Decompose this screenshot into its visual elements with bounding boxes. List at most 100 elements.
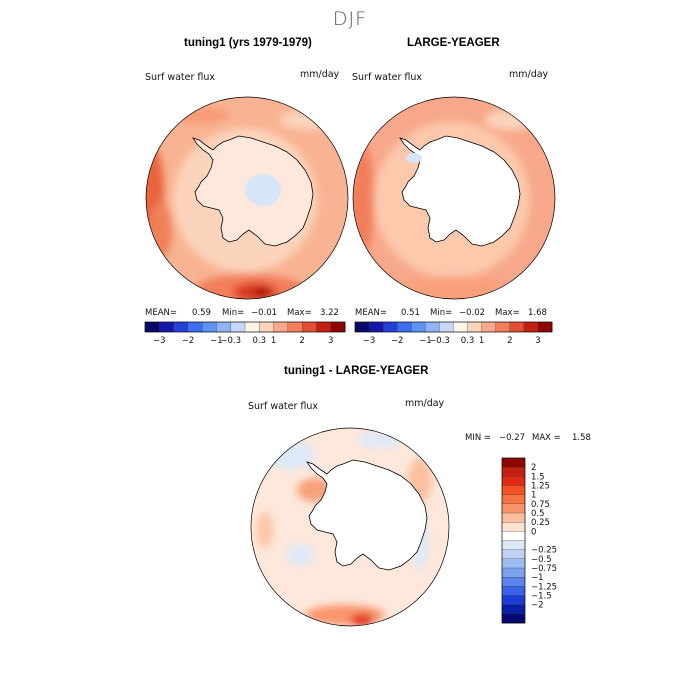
- colorbar-panel1-swatch: [244, 321, 260, 333]
- colorbar-panel1-tick-label: −3: [153, 336, 166, 346]
- colorbar-panel1-tick-label: 2: [299, 336, 304, 346]
- panel3-title: tuning1 - LARGE-YEAGER: [284, 365, 429, 377]
- colorbar-difference-swatch: [501, 586, 526, 596]
- colorbar-panel1-swatch: [201, 321, 217, 333]
- panel2-min-value: −0.02: [459, 308, 486, 318]
- colorbar-panel2-swatch: [354, 321, 370, 333]
- panel2-max-label: Max=: [495, 308, 520, 318]
- colorbar-panel1-swatch: [144, 321, 160, 333]
- panel3-units: mm/day: [405, 398, 445, 409]
- colorbar-panel1-tick-label: 0.3: [253, 336, 267, 346]
- colorbar-panel2-swatch: [368, 321, 384, 333]
- panel2-units: mm/day: [509, 69, 549, 80]
- panel2-mean-label: MEAN=: [355, 308, 387, 318]
- panel1-max-value: 3.22: [320, 308, 339, 318]
- colorbar-difference-tick-label: 1.25: [531, 482, 550, 492]
- colorbar-difference-swatch: [501, 604, 526, 615]
- colorbar-panel2-swatch: [509, 321, 525, 333]
- colorbar-difference-swatch: [501, 577, 526, 587]
- colorbar-panel2-swatch: [523, 321, 539, 333]
- colorbar-panel2-swatch: [453, 321, 469, 333]
- colorbar-panel1-swatch: [230, 321, 246, 333]
- colorbar-panel1-swatch: [187, 321, 203, 333]
- colorbar-difference-swatch: [501, 512, 526, 523]
- colorbar-difference-swatch: [501, 613, 526, 624]
- colorbar-difference-tick-label: 0: [531, 527, 536, 537]
- colorbar-difference: 21.51.2510.750.50.250−0.25−0.5−0.75−1−1.…: [501, 457, 557, 624]
- colorbar-panel1-tick-label: −0.3: [220, 336, 241, 346]
- panel2-variable: Surf water flux: [352, 72, 423, 83]
- colorbar-difference-tick-label: 2: [531, 463, 536, 473]
- colorbar-panel2-tick-label: −0.3: [429, 336, 450, 346]
- colorbar-panel1-tick-label: 3: [328, 336, 333, 346]
- colorbar-panel1-swatch: [259, 321, 275, 333]
- panel2-min-label: Min=: [430, 308, 453, 318]
- colorbar-panel2-swatch: [481, 321, 497, 333]
- panel2-map: [352, 96, 556, 300]
- panel1-title: tuning1 (yrs 1979-1979): [184, 37, 312, 49]
- colorbar-panel2-swatch: [467, 321, 483, 333]
- colorbar-difference-swatch: [501, 457, 526, 468]
- panel2-max-value: 1.68: [528, 308, 547, 318]
- colorbar-difference-tick-label: −0.25: [531, 546, 557, 556]
- colorbar-panel2-swatch: [411, 321, 426, 333]
- colorbar-difference-swatch: [501, 567, 526, 578]
- panel3-map: [250, 427, 450, 627]
- colorbar-panel1-swatch: [316, 321, 332, 333]
- colorbar-difference-swatch: [501, 531, 526, 541]
- colorbar-difference-tick-label: 0.25: [531, 518, 550, 528]
- colorbar-difference-swatch: [501, 540, 526, 551]
- panel3-field: [257, 432, 432, 626]
- colorbar-panel1-tick-label: −2: [182, 336, 195, 346]
- colorbar-panel2-tick-label: 1: [479, 336, 484, 346]
- panel1-min-value: −0.01: [251, 308, 278, 318]
- colorbar-panel1-swatch: [159, 321, 175, 333]
- colorbar-difference-swatch: [501, 467, 526, 477]
- panel3-min-label: MIN =: [465, 433, 492, 443]
- colorbar-panel2-tick-label: −2: [391, 336, 404, 346]
- colorbar-difference-swatch: [501, 485, 526, 496]
- colorbar-panel1-swatch: [301, 321, 317, 333]
- panel3-variable: Surf water flux: [248, 401, 319, 412]
- colorbar-difference-tick-label: 1.5: [531, 472, 545, 482]
- colorbar-panel2-swatch: [382, 321, 398, 333]
- panel1-map: [145, 96, 349, 300]
- colorbar-panel1-swatch: [173, 321, 189, 333]
- colorbar-panel2-tick-label: −1: [419, 336, 432, 346]
- colorbar-panel1: −3 −2 −1−0.3 0.3 1 2 3: [144, 321, 346, 346]
- colorbar-panel2-swatch: [439, 321, 454, 333]
- panel1-variable: Surf water flux: [145, 72, 216, 83]
- colorbar-panel1-tick-label: −1: [210, 336, 223, 346]
- colorbar-panel2-tick-label: 2: [507, 336, 512, 346]
- colorbar-difference-swatch: [501, 595, 526, 606]
- colorbar-panel1-swatch: [287, 321, 303, 333]
- panel1-min-label: Min=: [222, 308, 245, 318]
- panel2-title: LARGE-YEAGER: [407, 37, 500, 49]
- colorbar-difference-tick-label: −0.75: [531, 564, 557, 574]
- panel1-ice-negative: [245, 174, 281, 206]
- panel3-max-value: 1.58: [572, 433, 591, 443]
- colorbar-panel2-tick-label: −3: [363, 336, 376, 346]
- colorbar-panel2: −3 −2 −1−0.3 0.3 1 2 3: [354, 321, 553, 346]
- panel2-mean-value: 0.51: [401, 308, 420, 318]
- panel1-max-label: Max=: [287, 308, 312, 318]
- colorbar-difference-tick-label: −1: [531, 573, 544, 583]
- season-title: DJF: [332, 8, 368, 30]
- colorbar-panel2-swatch: [397, 321, 412, 333]
- colorbar-difference-swatch: [501, 503, 526, 514]
- panel3-max-label: MAX =: [532, 433, 561, 443]
- panel1-mean-label: MEAN=: [145, 308, 177, 318]
- colorbar-difference-tick-label: −1.5: [531, 592, 552, 602]
- colorbar-panel2-tick-label: 3: [535, 336, 540, 346]
- colorbar-difference-tick-label: 1: [531, 491, 536, 501]
- colorbar-difference-tick-label: 0.75: [531, 500, 550, 510]
- colorbar-difference-tick-label: 0.5: [531, 509, 545, 519]
- colorbar-difference-tick-label: −2: [531, 601, 544, 611]
- colorbar-difference-swatch: [501, 549, 526, 560]
- colorbar-difference-swatch: [501, 476, 526, 486]
- colorbar-difference-swatch: [501, 494, 526, 505]
- panel1-units: mm/day: [300, 69, 340, 80]
- colorbar-panel2-tick-label: 0.3: [461, 336, 475, 346]
- colorbar-panel1-tick-label: 1: [271, 336, 276, 346]
